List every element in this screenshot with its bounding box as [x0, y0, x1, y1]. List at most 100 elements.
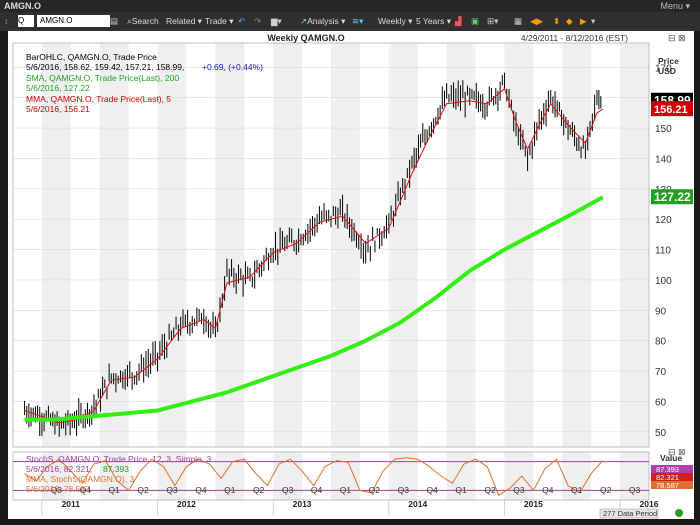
- x-quarter-label: Q2: [484, 485, 496, 495]
- period-select[interactable]: Weekly ▾: [378, 16, 413, 26]
- y-tick-label: 120: [655, 215, 672, 226]
- stoch-legend-values-b: 87.393: [103, 464, 129, 474]
- stoch-badge-b-bg: [651, 473, 693, 481]
- x-quarter-label: Q3: [282, 485, 294, 495]
- menu-button[interactable]: Menu ▾: [660, 1, 690, 11]
- chart-svg[interactable]: 5060708090100110120130140150160170Q3Q4Q1…: [8, 31, 694, 519]
- x-quarter-label: Q1: [455, 485, 467, 495]
- lower-pane-buttons-icon: ⊟ ⊠: [668, 447, 686, 457]
- analysis-button[interactable]: ↗Analysis ▾: [300, 15, 345, 28]
- x-quarter-label: Q2: [600, 485, 612, 495]
- x-quarter-label: Q2: [253, 485, 265, 495]
- zoom-icon[interactable]: ⬍: [553, 16, 561, 26]
- x-year-label: 2014: [408, 499, 427, 509]
- stoch-badge-a-bg: [651, 465, 693, 473]
- quarter-band: [331, 452, 360, 500]
- y-tick-label: 80: [655, 337, 667, 348]
- folder-icon[interactable]: ▆▾: [271, 16, 282, 26]
- legend-mma-label: MMA, QAMGN.O, Trade Price(Last), 5: [26, 94, 171, 104]
- x-quarter-label: Q4: [80, 485, 92, 495]
- symbol-list-icon[interactable]: ▤: [110, 16, 119, 26]
- y-tick-label: 110: [655, 246, 671, 257]
- quarter-band: [446, 43, 476, 447]
- legend-mma-values: 5/6/2016, 156.21: [26, 104, 90, 114]
- quarter-band: [331, 43, 360, 447]
- x-quarter-label: Q3: [629, 485, 641, 495]
- chart-title: Weekly QAMGN.O: [267, 33, 344, 43]
- legend-sma-values: 5/6/2016, 127.22: [26, 83, 90, 93]
- legend-bar-label: BarOHLC, QAMGN.O, Trade Price: [26, 52, 157, 62]
- search-button[interactable]: ⌕Search: [127, 15, 159, 28]
- scroll-right-icon[interactable]: ▶: [580, 16, 587, 26]
- chart-panel[interactable]: 5060708090100110120130140150160170Q3Q4Q1…: [8, 31, 694, 519]
- y-tick-label: 70: [655, 367, 667, 378]
- y-tick-label: 150: [655, 124, 672, 135]
- stoch-legend-label: StochS, QAMGN.O, Trade Price, 12, 3, Sim…: [26, 454, 211, 464]
- undo-icon[interactable]: ↶: [238, 16, 246, 26]
- window-titlebar: AMGN.O Menu ▾: [0, 0, 700, 12]
- trade-button[interactable]: Trade ▾: [205, 16, 234, 26]
- price-axis-title: Price: [658, 56, 679, 66]
- search-icon: ⌕: [127, 16, 132, 26]
- x-quarter-label: Q1: [340, 485, 352, 495]
- quarter-band: [620, 43, 649, 447]
- x-quarter-label: Q3: [398, 485, 410, 495]
- stoch-badge-a: 87.393: [656, 465, 679, 474]
- quarter-band: [273, 43, 303, 447]
- y-tick-label: 50: [655, 428, 667, 439]
- sma-line: [24, 195, 604, 422]
- y-tick-label: 90: [655, 306, 667, 317]
- data-period-label: 277 Data Period: [603, 509, 657, 518]
- x-quarter-label: Q2: [137, 485, 149, 495]
- search-label: Search: [131, 16, 159, 26]
- overlay-icon[interactable]: ≋▾: [352, 16, 364, 26]
- x-quarter-label: Q3: [51, 485, 63, 495]
- related-button[interactable]: Related ▾: [166, 16, 202, 26]
- quarter-band: [215, 43, 245, 447]
- window-title: AMGN.O: [4, 1, 41, 11]
- symbol-input[interactable]: AMGN.O: [37, 15, 110, 27]
- quarter-band: [157, 452, 187, 500]
- price-pane-border: [12, 42, 650, 448]
- x-quarter-label: Q4: [195, 485, 207, 495]
- more-icon[interactable]: ▾: [591, 16, 596, 26]
- link-icon[interactable]: ↕: [4, 16, 9, 26]
- y-tick-label: 100: [655, 276, 672, 287]
- value-axis-title: Value: [660, 453, 682, 463]
- symbol-type-select[interactable]: Q: [18, 15, 34, 27]
- redo-icon[interactable]: ↷: [254, 16, 262, 26]
- quarter-band: [504, 452, 534, 500]
- x-year-label: 2015: [524, 499, 543, 509]
- stoch-badge-c-bg: [651, 481, 693, 489]
- layout-icon[interactable]: ▦: [514, 16, 523, 26]
- quarter-band: [41, 43, 71, 447]
- quarter-band: [620, 452, 649, 500]
- compare-icon[interactable]: ⊞▾: [487, 16, 499, 26]
- stoch-mma-legend-label: MMA, StochS(QAMGN.O), 3: [26, 474, 134, 484]
- y-tick-label: 170: [655, 63, 672, 74]
- x-quarter-label: Q3: [166, 485, 178, 495]
- x-quarter-label: Q1: [109, 485, 121, 495]
- sma-badge-bg: [651, 189, 693, 205]
- toolbar: ↕ Q AMGN.O ▤ ⌕Search Related ▾ Trade ▾ ↶…: [0, 12, 700, 31]
- price-axis-unit: USD: [658, 66, 676, 76]
- data-period-box: [599, 508, 659, 519]
- x-quarter-label: Q1: [224, 485, 236, 495]
- analysis-label: Analysis ▾: [307, 16, 346, 26]
- x-year-label: 2011: [62, 499, 81, 509]
- x-quarter-label: Q2: [369, 485, 381, 495]
- chart-type-icon[interactable]: ▟: [455, 16, 462, 26]
- x-quarter-label: Q4: [427, 485, 439, 495]
- x-quarter-label: Q3: [513, 485, 525, 495]
- stoch-line: [24, 457, 604, 496]
- quarter-band: [388, 43, 418, 447]
- analysis-icon: ↗: [300, 16, 308, 26]
- scroll-left-icon[interactable]: ◀▶: [530, 16, 544, 26]
- y-tick-label: 60: [655, 397, 667, 408]
- y-tick-label: 140: [655, 154, 672, 165]
- indicator-icon[interactable]: ▣: [471, 16, 480, 26]
- pane-buttons-icon: ⊟ ⊠: [668, 33, 686, 43]
- range-select[interactable]: 5 Years ▾: [416, 16, 451, 26]
- fit-icon[interactable]: ◆: [566, 16, 573, 26]
- stoch-badge-b: 82.321: [656, 473, 679, 482]
